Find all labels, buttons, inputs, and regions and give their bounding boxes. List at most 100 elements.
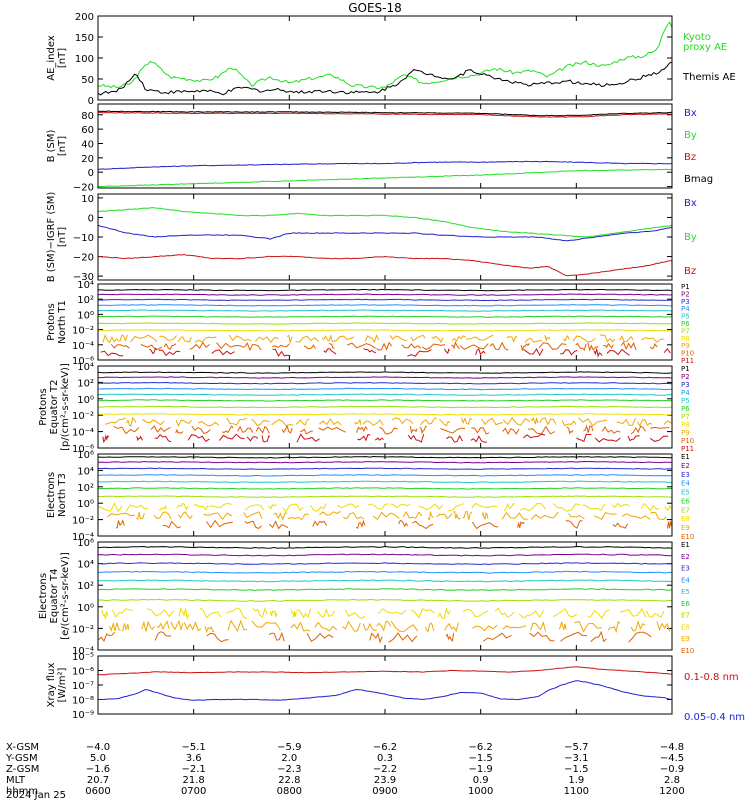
- channel-fragment-10: [299, 428, 313, 435]
- channel-fragment-9: [136, 512, 145, 520]
- legend-label: P11: [681, 357, 694, 365]
- channel-fragment-8: [193, 503, 209, 511]
- legend-label: 0.1-0.8 nm: [684, 672, 739, 683]
- y-tick-label: 0: [88, 168, 94, 179]
- legend-label: E4: [681, 576, 690, 584]
- channel-fragment-8: [611, 502, 630, 509]
- legend-label: P9: [681, 342, 690, 350]
- channel-fragment-9: [481, 510, 489, 520]
- channel-fragment-10: [459, 343, 489, 350]
- channel-fragment-9: [436, 513, 453, 520]
- panel-frame: [97, 655, 673, 715]
- channel-fragment-11: [407, 433, 425, 443]
- channel-fragment-9: [273, 512, 288, 521]
- legend-label: P6: [681, 405, 690, 413]
- channel-fragment-9: [319, 418, 342, 426]
- channel-fragment-9: [568, 513, 585, 520]
- channel-fragment-11: [296, 433, 320, 443]
- channel-fragment-9: [243, 511, 263, 520]
- axis-cell: 0600: [85, 786, 110, 797]
- channel-fragment-9: [650, 511, 667, 521]
- y-axis-label: AE_index: [46, 35, 57, 81]
- channel-fragment-8: [267, 503, 277, 510]
- channel-fragment-9: [286, 335, 293, 344]
- channel-fragment-9: [543, 335, 551, 342]
- axis-cell: 0800: [277, 786, 302, 797]
- axis-cell: 1.9: [568, 775, 584, 786]
- axis-cell: −2.3: [277, 764, 301, 775]
- channel-fragment-9: [203, 512, 233, 521]
- channel-fragment-9: [451, 335, 466, 343]
- y-tick-label: 10⁻⁸: [72, 696, 94, 707]
- channel-fragment-9: [251, 620, 281, 631]
- series-line-0: [98, 110, 672, 117]
- legend-label: P8: [681, 421, 690, 429]
- y-tick-label: 10⁻⁷: [72, 681, 94, 692]
- channel-fragment-8: [208, 502, 232, 509]
- channel-fragment-11: [446, 434, 463, 443]
- axis-cell: −6.2: [373, 742, 397, 753]
- panel-frame: [97, 453, 673, 537]
- axis-cell: −0.9: [660, 764, 684, 775]
- legend-label: E5: [681, 489, 690, 497]
- channel-fragment-9: [410, 334, 426, 342]
- channel-fragment-9: [376, 620, 392, 632]
- series-line-2: [98, 253, 672, 277]
- channel-fragment-9: [156, 620, 170, 630]
- channel-line-7: [98, 598, 672, 602]
- channel-fragment-10: [356, 425, 368, 433]
- channel-line-5: [98, 480, 672, 484]
- y-tick-label: 10⁶: [77, 450, 94, 461]
- legend-label: P7: [681, 327, 690, 335]
- channel-fragment-10: [471, 521, 499, 530]
- legend-label: E7: [681, 506, 690, 514]
- channel-fragment-8: [269, 609, 278, 619]
- channel-fragment-10: [163, 343, 177, 351]
- series-line-0: [98, 666, 672, 676]
- y-axis-label: [p/(cm²-s-sr-keV)]: [60, 363, 71, 451]
- axis-cell: 1200: [659, 786, 684, 797]
- legend-label: E9: [681, 635, 690, 643]
- legend-label: E8: [681, 623, 690, 631]
- channel-fragment-10: [255, 425, 270, 434]
- channel-fragment-9: [228, 334, 252, 342]
- axis-cell: 20.7: [87, 775, 109, 786]
- channel-fragment-10: [502, 427, 520, 435]
- channel-fragment-10: [113, 425, 140, 435]
- channel-fragment-10: [150, 425, 171, 433]
- channel-fragment-9: [194, 336, 217, 343]
- channel-line-6: [98, 487, 672, 490]
- channel-fragment-9: [177, 336, 192, 343]
- legend-label: By: [684, 232, 697, 243]
- channel-fragment-9: [663, 420, 672, 425]
- channel-fragment-8: [418, 503, 444, 511]
- channel-fragment-9: [153, 511, 172, 520]
- y-axis-label: North T1: [57, 300, 68, 344]
- channel-fragment-8: [462, 608, 489, 618]
- legend-label: E6: [681, 600, 690, 608]
- channel-fragment-8: [146, 608, 175, 618]
- axis-row-label: Z-GSM: [6, 764, 39, 775]
- channel-fragment-9: [462, 511, 473, 520]
- channel-fragment-10: [489, 341, 509, 351]
- channel-fragment-9: [656, 621, 671, 632]
- channel-fragment-8: [645, 610, 665, 619]
- series-group: [98, 21, 672, 96]
- channel-fragment-9: [130, 334, 158, 343]
- channel-fragment-11: [560, 349, 578, 356]
- panel-2: −20 0 20 40 60 80 B (SM) [nT] Bx By Bz Bmag: [46, 103, 713, 194]
- channel-fragment-8: [310, 503, 327, 512]
- axis-cell: 5.0: [90, 753, 106, 764]
- channel-fragment-9: [641, 337, 665, 343]
- y-tick-label: −20: [73, 183, 94, 194]
- y-tick-label: 20: [81, 154, 94, 165]
- series-group: [98, 545, 672, 644]
- channel-fragment-10: [191, 425, 211, 435]
- series-line-1: [98, 61, 672, 96]
- channel-fragment-10: [269, 520, 289, 530]
- channel-fragment-10: [560, 631, 587, 642]
- channel-fragment-8: [437, 607, 451, 619]
- channel-fragment-10: [140, 344, 163, 350]
- channel-fragment-8: [317, 608, 336, 619]
